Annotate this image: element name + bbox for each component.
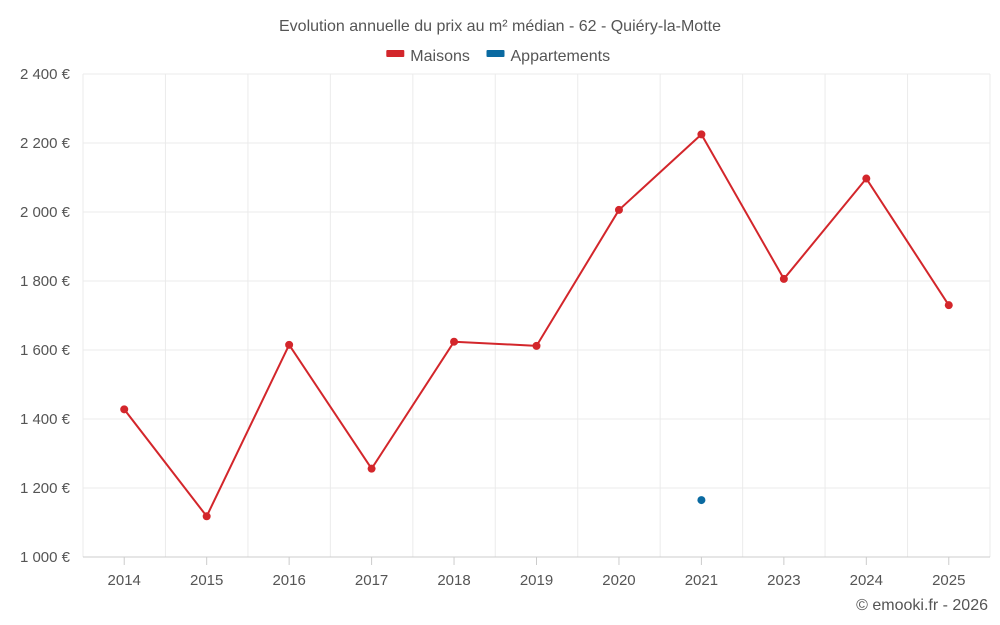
data-point-appartements <box>697 496 706 505</box>
data-point-maisons <box>120 405 129 414</box>
axes: 1 000 € 1 200 € 1 400 € 1 600 € 1 800 € 2 000… <box>20 66 990 589</box>
x-tick-label: 2015 <box>190 572 223 589</box>
data-point-maisons <box>285 340 294 349</box>
y-tick-label: 1 400 € <box>20 411 71 428</box>
x-tick-label: 2016 <box>272 572 305 589</box>
series-layer <box>120 130 953 521</box>
y-tick-label: 1 800 € <box>20 273 71 290</box>
x-tick-label: 2017 <box>355 572 388 589</box>
y-tick-label: 1 000 € <box>20 549 71 566</box>
y-tick-label: 2 000 € <box>20 204 71 221</box>
legend-swatch-maisons <box>386 50 405 57</box>
x-tick-label: 2025 <box>932 572 965 589</box>
data-point-maisons <box>367 464 376 473</box>
x-tick-label: 2019 <box>520 572 553 589</box>
x-tick-label: 2021 <box>685 572 718 589</box>
data-point-maisons <box>944 301 953 310</box>
y-tick-label: 2 400 € <box>20 66 71 83</box>
legend: Maisons Appartements <box>386 48 610 65</box>
x-tick-label: 2014 <box>108 572 141 589</box>
x-tick-label: 2018 <box>437 572 470 589</box>
x-tick-label: 2024 <box>850 572 883 589</box>
copyright-text: © emooki.fr - 2026 <box>856 597 988 614</box>
x-tick-label: 2020 <box>602 572 635 589</box>
data-point-maisons <box>862 174 871 183</box>
y-tick-label: 1 200 € <box>20 480 71 497</box>
data-point-maisons <box>202 512 211 521</box>
data-point-maisons <box>779 274 788 283</box>
legend-label-maisons: Maisons <box>410 48 470 65</box>
data-point-maisons <box>450 337 459 346</box>
legend-swatch-appartements <box>486 50 505 57</box>
legend-label-appartements: Appartements <box>511 48 611 65</box>
chart-title: Evolution annuelle du prix au m² médian … <box>279 18 721 35</box>
data-point-maisons <box>697 130 706 139</box>
data-point-maisons <box>532 341 541 350</box>
x-tick-label: 2023 <box>767 572 800 589</box>
data-point-maisons <box>614 205 623 214</box>
y-tick-label: 1 600 € <box>20 342 71 359</box>
y-tick-label: 2 200 € <box>20 135 71 152</box>
grid <box>82 73 991 557</box>
